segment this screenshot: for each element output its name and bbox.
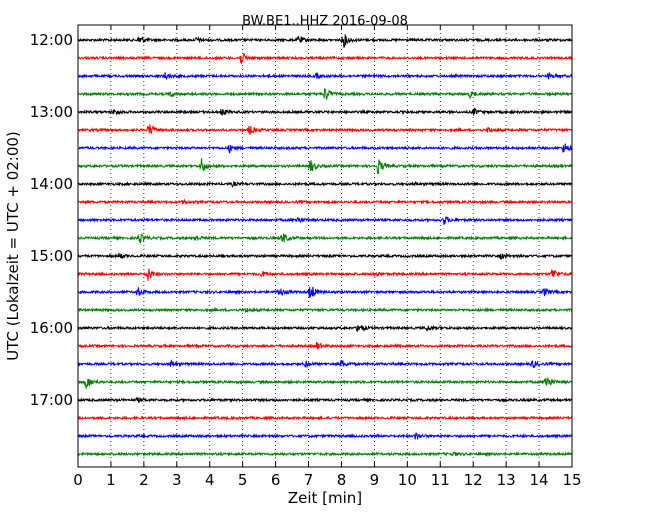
x-tick-label: 15 xyxy=(562,471,581,489)
x-tick-label: 8 xyxy=(337,471,347,489)
seismogram-trace xyxy=(77,124,573,135)
y-tick-label: 16:00 xyxy=(30,319,73,337)
chart-title: BW.BE1..HHZ 2016-09-08 xyxy=(242,14,408,29)
x-tick-label: 1 xyxy=(106,471,116,489)
x-tick-label: 5 xyxy=(238,471,248,489)
y-tick-label: 13:00 xyxy=(30,103,73,121)
seismogram-trace xyxy=(77,252,573,260)
seismogram-trace xyxy=(77,324,573,333)
x-axis-ticks: 0 1 2 3 4 5 6 7 8 9 10 11 12 13 14 15 xyxy=(73,25,582,489)
y-axis-label: UTC (Lokalzeit = UTC + 02:00) xyxy=(4,131,22,361)
seismogram-trace xyxy=(77,306,573,314)
x-tick-label: 3 xyxy=(172,471,182,489)
seismogram-trace xyxy=(77,359,573,369)
x-tick-label: 7 xyxy=(304,471,314,489)
seismogram-trace xyxy=(77,414,573,422)
seismogram-trace xyxy=(77,233,573,244)
seismogram-trace xyxy=(77,71,573,81)
seismogram-trace xyxy=(77,341,573,350)
seismogram-trace xyxy=(77,34,573,48)
x-tick-label: 9 xyxy=(370,471,380,489)
seismogram-trace xyxy=(77,268,573,281)
seismogram-trace xyxy=(77,107,573,116)
x-tick-label: 11 xyxy=(431,471,450,489)
seismogram-trace xyxy=(77,52,573,64)
x-tick-label: 4 xyxy=(205,471,215,489)
seismogram-traces xyxy=(77,34,573,457)
seismogram-trace xyxy=(77,377,573,391)
x-tick-label: 12 xyxy=(464,471,483,489)
seismogram-trace xyxy=(77,286,573,298)
seismogram-trace xyxy=(77,143,573,154)
x-tick-label: 14 xyxy=(530,471,549,489)
seismogram-trace xyxy=(77,432,573,440)
y-tick-label: 12:00 xyxy=(30,31,73,49)
x-tick-label: 10 xyxy=(398,471,417,489)
seismogram-trace xyxy=(77,88,573,100)
seismogram-trace xyxy=(77,158,573,174)
x-tick-label: 0 xyxy=(73,471,83,489)
y-tick-label: 14:00 xyxy=(30,175,73,193)
y-tick-label: 15:00 xyxy=(30,247,73,265)
y-tick-label: 17:00 xyxy=(30,391,73,409)
grid-lines xyxy=(110,25,540,467)
x-tick-label: 2 xyxy=(139,471,149,489)
x-axis-label: Zeit [min] xyxy=(288,489,362,507)
plot-frame xyxy=(77,24,573,468)
y-axis-ticks: 12:00 13:00 14:00 15:00 16:00 17:00 xyxy=(30,31,572,409)
seismogram-trace xyxy=(77,451,573,457)
x-tick-label: 6 xyxy=(271,471,281,489)
seismogram-trace xyxy=(77,216,573,225)
seismogram-trace xyxy=(77,396,573,404)
seismogram-trace xyxy=(77,180,573,188)
seismogram-trace xyxy=(77,198,573,206)
x-tick-label: 13 xyxy=(497,471,516,489)
